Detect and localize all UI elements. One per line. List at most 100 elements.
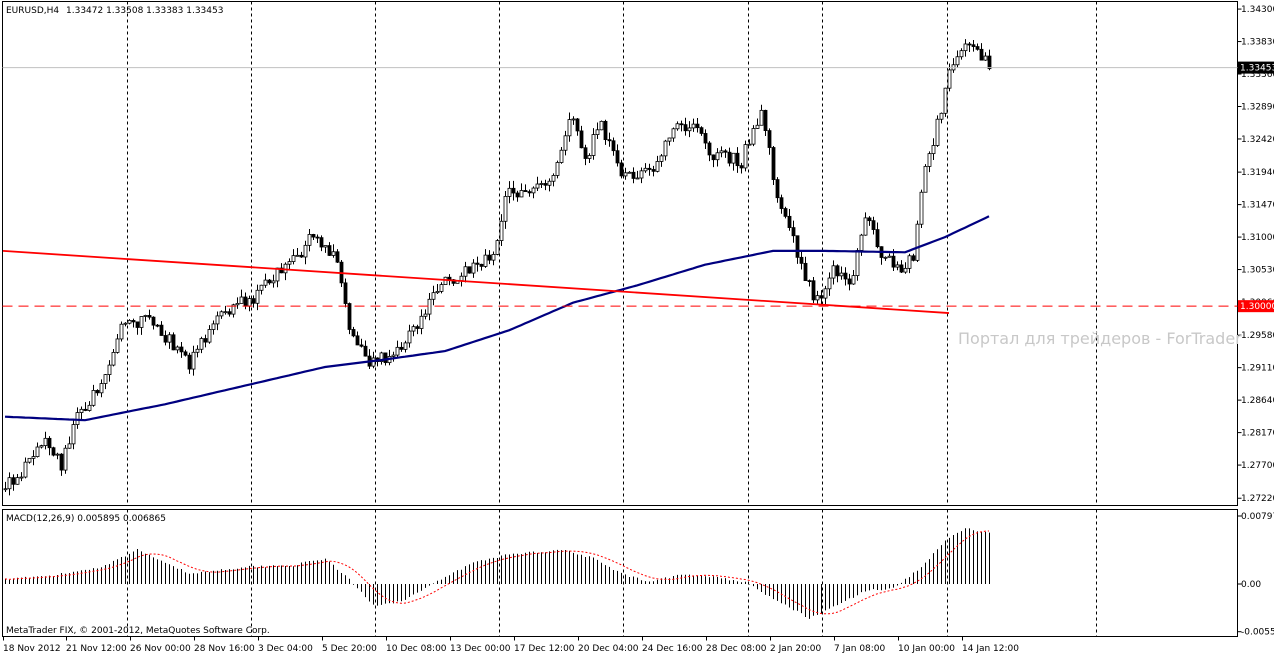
candle-body	[79, 408, 84, 413]
candle	[675, 121, 680, 131]
candle	[423, 309, 428, 320]
candle	[163, 330, 168, 346]
candle	[151, 316, 156, 330]
candle	[115, 334, 120, 354]
candle	[579, 125, 584, 149]
candle-body	[687, 127, 692, 132]
candle	[467, 266, 472, 274]
main-panel[interactable]	[2, 1, 1238, 506]
candle-body	[823, 288, 828, 299]
candle	[295, 247, 300, 257]
candle	[59, 453, 64, 476]
candle	[771, 146, 776, 186]
candle-body	[171, 334, 176, 351]
candle-body	[863, 217, 868, 236]
candle-body	[479, 263, 484, 267]
candle-body	[279, 267, 284, 274]
candle	[83, 402, 88, 412]
candle-body	[803, 262, 808, 282]
candle	[659, 154, 664, 167]
candle-body	[859, 234, 864, 251]
candle	[95, 389, 100, 396]
candle	[87, 401, 92, 412]
candle-body	[247, 298, 252, 307]
candle-body	[971, 44, 976, 47]
candle-body	[867, 217, 872, 222]
candle-body	[699, 127, 704, 134]
candle	[571, 116, 576, 125]
candle	[251, 295, 256, 308]
candle	[919, 189, 924, 228]
candle	[875, 222, 880, 249]
candle-body	[627, 171, 632, 174]
x-tick-label: 28 Dec 08:00	[706, 644, 767, 654]
candle	[531, 186, 536, 199]
candle-body	[199, 338, 204, 350]
candle	[51, 446, 56, 457]
candle	[331, 244, 336, 258]
x-tick-label: 3 Dec 04:00	[258, 644, 313, 654]
candle-body	[759, 109, 764, 126]
candle-body	[159, 324, 164, 336]
candle-body	[695, 123, 700, 129]
candle	[591, 128, 596, 160]
candle	[887, 253, 892, 258]
candle-body	[975, 46, 980, 50]
candle-body	[579, 130, 584, 149]
candle	[979, 43, 984, 61]
y-tick-label: 1.28640	[1241, 396, 1274, 406]
red-trendline	[2, 249, 950, 314]
candle	[639, 167, 644, 184]
y-tick-label: 1.28170	[1241, 429, 1274, 439]
candle-body	[107, 364, 112, 375]
candle	[727, 147, 732, 167]
candle	[139, 316, 144, 335]
candle-body	[495, 240, 500, 255]
candle	[63, 444, 68, 474]
candle	[883, 256, 888, 261]
macd-panel[interactable]	[2, 509, 1238, 637]
candle-body	[219, 311, 224, 317]
candle	[515, 190, 520, 202]
candle-body	[847, 278, 852, 285]
candle	[955, 50, 960, 68]
candle	[267, 279, 272, 285]
candle-body	[603, 120, 608, 141]
candle	[695, 118, 700, 133]
candle	[351, 326, 356, 338]
candle-body	[527, 191, 532, 194]
candle-body	[571, 118, 576, 121]
candle	[539, 180, 544, 188]
candle	[527, 189, 532, 197]
candle	[483, 249, 488, 268]
candle-body	[959, 50, 964, 58]
candle-body	[83, 408, 88, 411]
candle-body	[167, 334, 172, 343]
candle-body	[791, 227, 796, 237]
candle	[511, 180, 516, 201]
candle-body	[723, 150, 728, 153]
candle-body	[415, 326, 420, 329]
x-tick-label: 13 Dec 00:00	[450, 644, 511, 654]
current-price-tag: 1.33453	[1238, 61, 1274, 74]
candle	[407, 324, 412, 348]
candle-body	[63, 447, 68, 471]
candle-body	[435, 291, 440, 294]
level-price-tag-text: 1.30000	[1240, 302, 1274, 312]
candle-body	[675, 123, 680, 130]
candle	[643, 163, 648, 173]
candle-body	[299, 254, 304, 258]
candle	[111, 348, 116, 367]
candle	[863, 212, 868, 236]
candle	[475, 256, 480, 272]
candle	[255, 284, 260, 311]
candle-body	[727, 151, 732, 164]
level-price-tag: 1.30000	[1238, 300, 1274, 313]
candle-body	[547, 180, 552, 186]
candle	[731, 152, 736, 171]
candle	[911, 253, 916, 262]
candle	[39, 444, 44, 449]
candle-body	[515, 192, 520, 198]
candle	[795, 235, 800, 264]
